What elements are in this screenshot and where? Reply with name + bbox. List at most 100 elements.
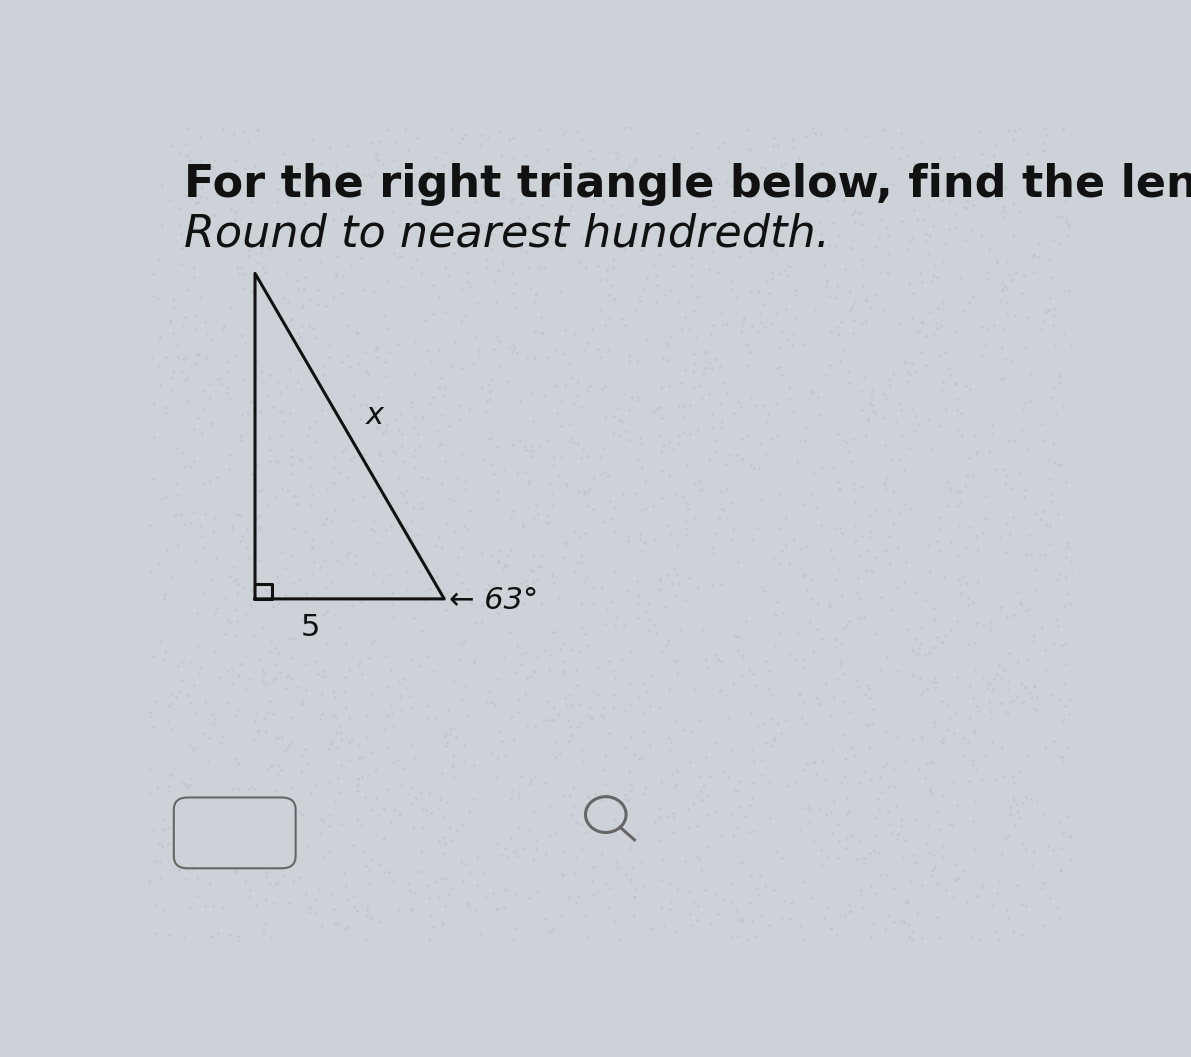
Point bbox=[925, 609, 944, 626]
Point bbox=[478, 393, 497, 410]
Point bbox=[273, 404, 292, 421]
Point bbox=[357, 728, 376, 745]
Point bbox=[725, 628, 744, 645]
Point bbox=[738, 141, 757, 157]
Point bbox=[980, 240, 999, 257]
Point bbox=[249, 507, 268, 524]
Point bbox=[850, 590, 869, 607]
Point bbox=[742, 236, 761, 253]
Point bbox=[432, 407, 451, 424]
Point bbox=[161, 313, 180, 330]
Point bbox=[444, 720, 463, 737]
Point bbox=[855, 685, 874, 702]
Point bbox=[680, 754, 699, 771]
Point bbox=[605, 911, 624, 928]
Point bbox=[894, 573, 913, 590]
Point bbox=[168, 486, 187, 503]
Point bbox=[979, 675, 998, 692]
Point bbox=[977, 487, 996, 504]
Point bbox=[921, 304, 940, 321]
Point bbox=[503, 129, 522, 146]
Point bbox=[351, 816, 370, 833]
Point bbox=[735, 310, 754, 327]
Point bbox=[288, 280, 307, 297]
Point bbox=[964, 689, 983, 706]
Point bbox=[894, 914, 913, 931]
Point bbox=[688, 289, 707, 305]
Point bbox=[553, 665, 572, 682]
Point bbox=[625, 888, 644, 905]
Point bbox=[493, 562, 512, 579]
Point bbox=[238, 551, 257, 568]
Point bbox=[927, 315, 946, 332]
Point bbox=[1058, 539, 1077, 556]
Point bbox=[1027, 794, 1046, 811]
Point bbox=[968, 541, 987, 558]
Point bbox=[843, 206, 862, 223]
Point bbox=[226, 601, 245, 618]
Point bbox=[798, 798, 817, 815]
Point bbox=[275, 742, 294, 759]
Point bbox=[779, 217, 798, 234]
Point bbox=[562, 198, 581, 215]
Point bbox=[1060, 283, 1079, 300]
Point bbox=[730, 911, 749, 928]
Point bbox=[893, 850, 912, 867]
Point bbox=[376, 423, 395, 440]
Point bbox=[582, 710, 601, 727]
Point bbox=[281, 792, 300, 809]
Point bbox=[404, 420, 423, 437]
Point bbox=[161, 313, 180, 330]
Point bbox=[1004, 227, 1023, 244]
Point bbox=[668, 665, 687, 682]
Point bbox=[556, 689, 575, 706]
Point bbox=[183, 860, 202, 877]
Point bbox=[393, 759, 412, 776]
Point bbox=[347, 555, 366, 572]
Point bbox=[728, 782, 747, 799]
Point bbox=[854, 277, 873, 294]
Point bbox=[541, 798, 560, 815]
Point bbox=[362, 167, 381, 184]
Point bbox=[229, 666, 248, 683]
Point bbox=[591, 302, 610, 319]
Point bbox=[767, 395, 786, 412]
Point bbox=[667, 924, 686, 941]
Point bbox=[862, 383, 881, 400]
Point bbox=[282, 442, 301, 459]
Point bbox=[692, 861, 711, 878]
Point bbox=[412, 468, 431, 485]
Point bbox=[853, 216, 872, 233]
Point bbox=[405, 366, 424, 383]
Point bbox=[337, 545, 356, 562]
Point bbox=[1035, 134, 1054, 151]
Point bbox=[526, 495, 545, 512]
Point bbox=[899, 364, 918, 381]
Point bbox=[291, 803, 310, 820]
Point bbox=[308, 666, 328, 683]
Point bbox=[772, 850, 791, 867]
Point bbox=[897, 620, 916, 637]
Point bbox=[578, 485, 597, 502]
Point bbox=[765, 550, 784, 567]
Point bbox=[358, 767, 378, 784]
Point bbox=[693, 389, 712, 406]
Point bbox=[744, 212, 763, 229]
Point bbox=[588, 685, 607, 702]
Point bbox=[617, 866, 636, 883]
Point bbox=[593, 761, 612, 778]
Point bbox=[964, 468, 983, 485]
Point bbox=[827, 181, 846, 198]
Point bbox=[772, 367, 791, 384]
Point bbox=[821, 357, 840, 374]
Point bbox=[1004, 691, 1023, 708]
Point bbox=[217, 663, 236, 680]
Point bbox=[710, 140, 729, 156]
Point bbox=[788, 225, 807, 242]
Point bbox=[721, 893, 740, 910]
Point bbox=[219, 363, 238, 379]
Point bbox=[971, 173, 990, 190]
Point bbox=[391, 406, 410, 423]
Point bbox=[224, 572, 243, 589]
Point bbox=[794, 496, 813, 513]
